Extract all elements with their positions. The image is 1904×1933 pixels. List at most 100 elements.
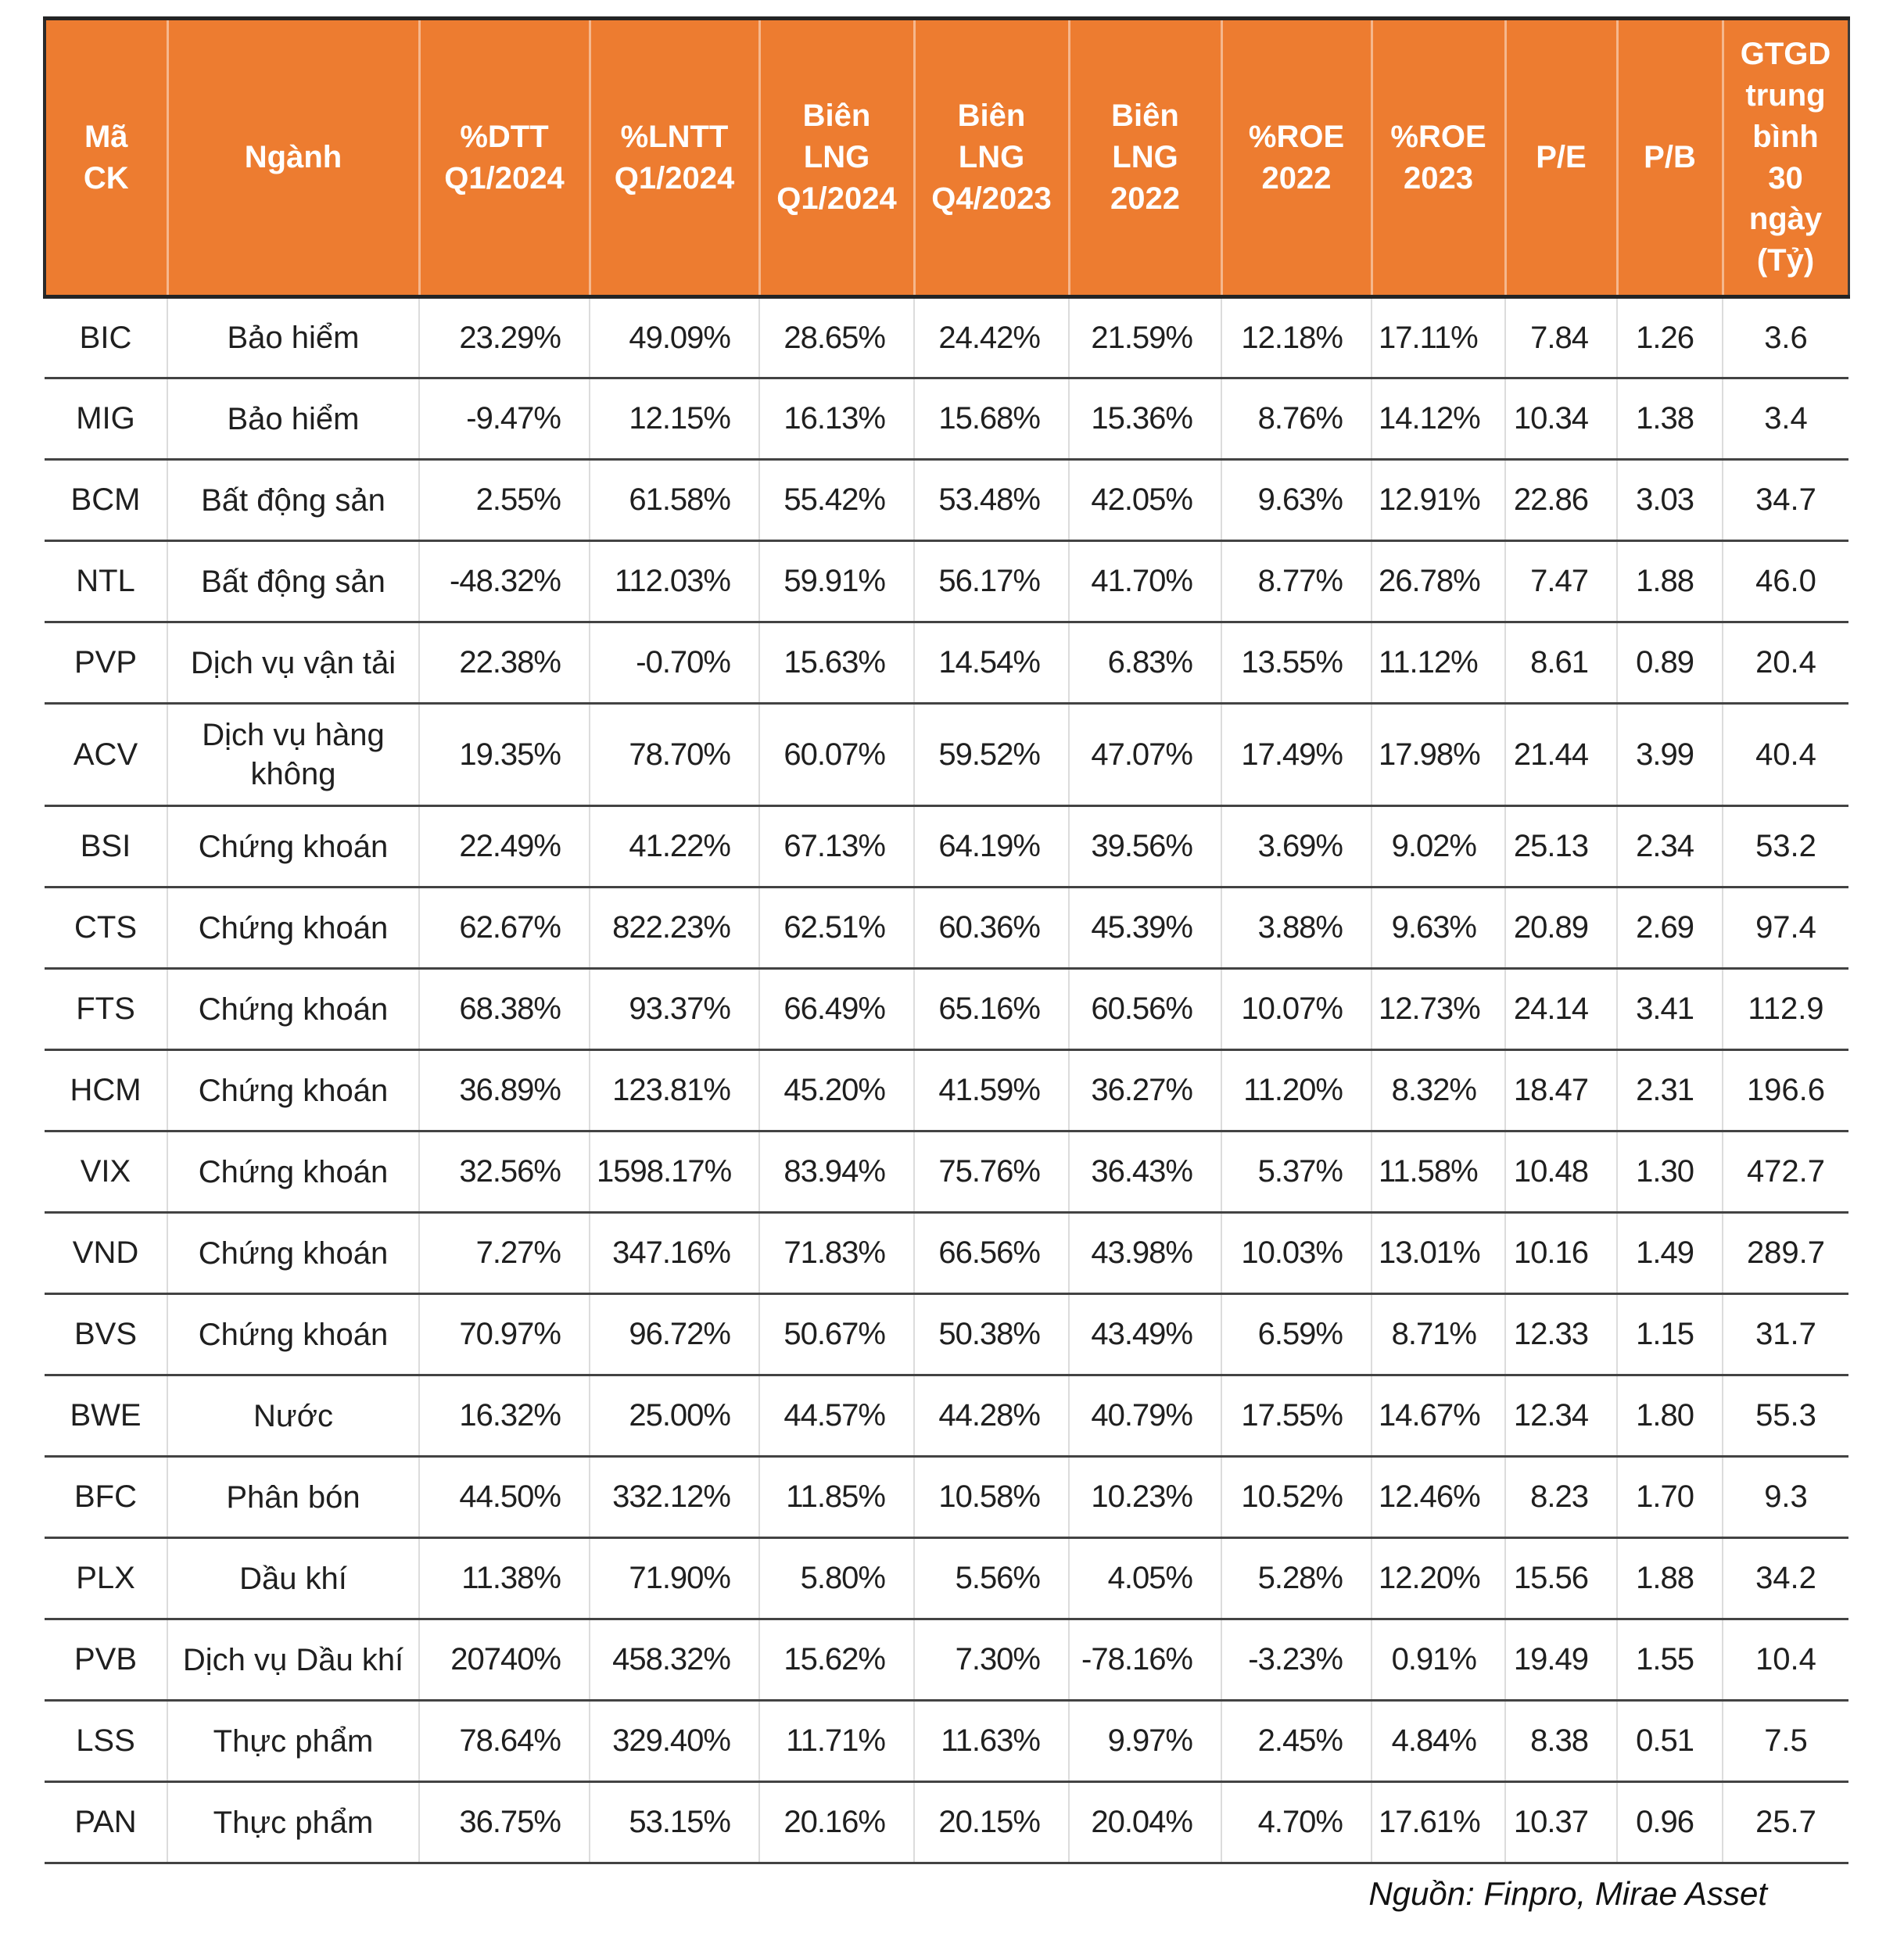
cell-gtgd-30d: 112.9 — [1722, 968, 1848, 1051]
cell-pb: 1.55 — [1616, 1619, 1723, 1702]
cell-roe-2022: 9.63% — [1221, 459, 1372, 542]
cell-pe: 7.47 — [1504, 540, 1617, 623]
cell-bien-lng-q1-2024: 44.57% — [758, 1375, 914, 1458]
column-header-lntt-q1-2024: %LNTT Q1/2024 — [588, 16, 759, 299]
cell-nganh: Thực phẩm — [167, 1781, 419, 1864]
cell-pe: 18.47 — [1504, 1049, 1617, 1132]
cell-roe-2023: 14.12% — [1371, 378, 1505, 461]
cell-nganh: Bất động sản — [167, 459, 419, 542]
cell-bien-lng-q1-2024: 15.62% — [758, 1619, 914, 1702]
cell-bien-lng-q4-2023: 66.56% — [913, 1212, 1069, 1295]
cell-ma-ck: PLX — [45, 1537, 167, 1620]
cell-pe: 21.44 — [1504, 703, 1617, 807]
table-row: BFC Phân bón 44.50% 332.12% 11.85% 10.58% 10.2… — [45, 1456, 1848, 1539]
cell-dtt-q1-2024: 78.64% — [418, 1700, 590, 1783]
cell-nganh: Thực phẩm — [167, 1700, 419, 1783]
cell-nganh: Phân bón — [167, 1456, 419, 1539]
cell-pb: 1.30 — [1616, 1131, 1723, 1214]
cell-lntt-q1-2024: 347.16% — [589, 1212, 759, 1295]
cell-dtt-q1-2024: 23.29% — [418, 296, 590, 379]
cell-pb: 1.26 — [1616, 296, 1723, 379]
cell-bien-lng-q1-2024: 71.83% — [758, 1212, 914, 1295]
cell-gtgd-30d: 289.7 — [1722, 1212, 1848, 1295]
cell-bien-lng-q1-2024: 50.67% — [758, 1293, 914, 1376]
cell-lntt-q1-2024: 71.90% — [589, 1537, 759, 1620]
table-row: VIX Chứng khoán 32.56% 1598.17% 83.94% 75.76%… — [45, 1131, 1848, 1214]
cell-nganh: Chứng khoán — [167, 1131, 419, 1214]
cell-bien-lng-q1-2024: 11.85% — [758, 1456, 914, 1539]
cell-roe-2022: 2.45% — [1221, 1700, 1372, 1783]
cell-bien-lng-q1-2024: 15.63% — [758, 622, 914, 705]
cell-roe-2022: 11.20% — [1221, 1049, 1372, 1132]
cell-lntt-q1-2024: 25.00% — [589, 1375, 759, 1458]
cell-nganh: Chứng khoán — [167, 1293, 419, 1376]
cell-bien-lng-q1-2024: 67.13% — [758, 805, 914, 888]
header-row: Mã CK Ngành %DTT Q1/2024 %LNTT Q1/2024 B… — [43, 16, 1850, 299]
cell-lntt-q1-2024: 49.09% — [589, 296, 759, 379]
cell-dtt-q1-2024: 62.67% — [418, 887, 590, 970]
cell-ma-ck: BFC — [45, 1456, 167, 1539]
cell-bien-lng-q1-2024: 28.65% — [758, 296, 914, 379]
cell-gtgd-30d: 196.6 — [1722, 1049, 1848, 1132]
cell-nganh: Dịch vụ vận tải — [167, 622, 419, 705]
cell-pb: 1.15 — [1616, 1293, 1723, 1376]
cell-dtt-q1-2024: 16.32% — [418, 1375, 590, 1458]
cell-lntt-q1-2024: 78.70% — [589, 703, 759, 807]
table-row: VND Chứng khoán 7.27% 347.16% 71.83% 66.56% 43… — [45, 1212, 1848, 1295]
cell-pb: 1.38 — [1616, 378, 1723, 461]
cell-pe: 24.14 — [1504, 968, 1617, 1051]
cell-gtgd-30d: 97.4 — [1722, 887, 1848, 970]
table-row: NTL Bất động sản -48.32% 112.03% 59.91% 56.17… — [45, 540, 1848, 623]
table-header: Mã CK Ngành %DTT Q1/2024 %LNTT Q1/2024 B… — [43, 16, 1850, 299]
cell-bien-lng-q4-2023: 56.17% — [913, 540, 1069, 623]
cell-bien-lng-2022: 15.36% — [1068, 378, 1221, 461]
cell-lntt-q1-2024: 332.12% — [589, 1456, 759, 1539]
cell-pe: 12.33 — [1504, 1293, 1617, 1376]
cell-roe-2023: 12.20% — [1371, 1537, 1505, 1620]
cell-nganh: Bảo hiểm — [167, 378, 419, 461]
cell-bien-lng-2022: 40.79% — [1068, 1375, 1221, 1458]
cell-bien-lng-q1-2024: 20.16% — [758, 1781, 914, 1864]
column-header-nganh: Ngành — [166, 16, 419, 299]
cell-roe-2022: -3.23% — [1221, 1619, 1372, 1702]
cell-lntt-q1-2024: 458.32% — [589, 1619, 759, 1702]
column-header-pe: P/E — [1504, 16, 1617, 299]
cell-bien-lng-q1-2024: 60.07% — [758, 703, 914, 807]
cell-roe-2022: 3.69% — [1221, 805, 1372, 888]
cell-dtt-q1-2024: 36.75% — [418, 1781, 590, 1864]
cell-lntt-q1-2024: 822.23% — [589, 887, 759, 970]
cell-ma-ck: MIG — [45, 378, 167, 461]
cell-roe-2023: 4.84% — [1371, 1700, 1505, 1783]
cell-bien-lng-q1-2024: 55.42% — [758, 459, 914, 542]
cell-nganh: Dầu khí — [167, 1537, 419, 1620]
column-header-pb: P/B — [1615, 16, 1723, 299]
cell-pb: 1.88 — [1616, 1537, 1723, 1620]
cell-roe-2023: 17.11% — [1371, 296, 1505, 379]
cell-bien-lng-2022: 36.27% — [1068, 1049, 1221, 1132]
cell-roe-2023: 11.12% — [1371, 622, 1505, 705]
cell-gtgd-30d: 3.4 — [1722, 378, 1848, 461]
cell-dtt-q1-2024: 22.49% — [418, 805, 590, 888]
cell-gtgd-30d: 34.7 — [1722, 459, 1848, 542]
cell-pb: 2.31 — [1616, 1049, 1723, 1132]
cell-nganh: Chứng khoán — [167, 1049, 419, 1132]
cell-roe-2023: 9.02% — [1371, 805, 1505, 888]
cell-pe: 8.38 — [1504, 1700, 1617, 1783]
cell-ma-ck: ACV — [45, 703, 167, 807]
cell-nganh: Bất động sản — [167, 540, 419, 623]
cell-dtt-q1-2024: -9.47% — [418, 378, 590, 461]
cell-bien-lng-q1-2024: 66.49% — [758, 968, 914, 1051]
cell-bien-lng-q4-2023: 53.48% — [913, 459, 1069, 542]
cell-bien-lng-q4-2023: 44.28% — [913, 1375, 1069, 1458]
table-row: ACV Dịch vụ hàng không 19.35% 78.70% 60.07% 5… — [45, 703, 1848, 807]
cell-ma-ck: BSI — [45, 805, 167, 888]
cell-roe-2022: 5.37% — [1221, 1131, 1372, 1214]
cell-bien-lng-q1-2024: 62.51% — [758, 887, 914, 970]
cell-dtt-q1-2024: 11.38% — [418, 1537, 590, 1620]
cell-bien-lng-q4-2023: 60.36% — [913, 887, 1069, 970]
cell-bien-lng-q4-2023: 15.68% — [913, 378, 1069, 461]
cell-nganh: Chứng khoán — [167, 1212, 419, 1295]
cell-ma-ck: PAN — [45, 1781, 167, 1864]
cell-ma-ck: BIC — [45, 296, 167, 379]
cell-pe: 8.61 — [1504, 622, 1617, 705]
